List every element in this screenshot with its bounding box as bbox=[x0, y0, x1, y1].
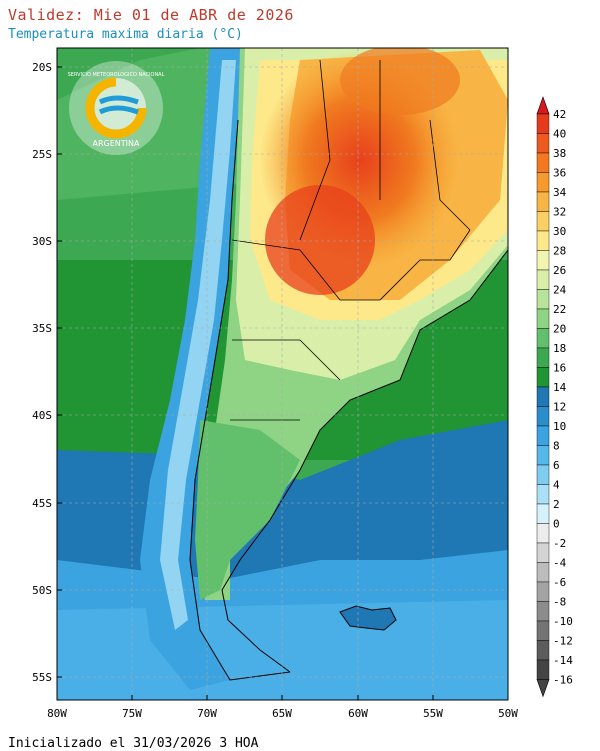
colorbar-label: 14 bbox=[553, 381, 567, 394]
colorbar-swatch bbox=[536, 367, 550, 388]
logo-top-text: SERVICIO METEOROLOGICO NACIONAL bbox=[68, 72, 165, 78]
ocean-polar bbox=[57, 600, 508, 700]
colorbar-label: -12 bbox=[553, 635, 573, 648]
graticule bbox=[57, 48, 508, 700]
colorbar-swatch bbox=[536, 230, 550, 251]
colorbar-label: -16 bbox=[553, 674, 573, 687]
colorbar-swatch bbox=[536, 386, 550, 407]
patagonia-land bbox=[195, 420, 300, 600]
smn-logo: SERVICIO METEOROLOGICO NACIONAL ARGENTIN… bbox=[68, 61, 165, 155]
lon-label: 70W bbox=[197, 707, 217, 720]
colorbar-label: 40 bbox=[553, 128, 566, 141]
coastline-east bbox=[221, 249, 508, 673]
lon-label: 80W bbox=[47, 707, 67, 720]
colorbar-swatch bbox=[536, 503, 550, 524]
colorbar-label: 32 bbox=[553, 206, 566, 219]
colorbar-label: 26 bbox=[553, 264, 566, 277]
colorbar-swatch bbox=[536, 640, 550, 661]
colorbar-swatch bbox=[536, 250, 550, 271]
map-panel bbox=[57, 48, 508, 700]
colorbar-swatch bbox=[536, 289, 550, 310]
colorbar-label: 22 bbox=[553, 303, 566, 316]
country-borders bbox=[230, 59, 471, 421]
lon-label: 65W bbox=[272, 707, 292, 720]
colorbar-label: -4 bbox=[553, 557, 567, 570]
colorbar-swatch bbox=[536, 152, 550, 173]
colorbar-swatch bbox=[536, 601, 550, 622]
colorbar-arrow-top bbox=[536, 96, 550, 115]
colorbar-label: 20 bbox=[553, 323, 566, 336]
colorbar-swatch bbox=[536, 191, 550, 212]
colorbar-label: 38 bbox=[553, 147, 566, 160]
colorbar-arrow-bottom bbox=[536, 679, 550, 698]
latitude-labels: 20S 25S 30S 35S 40S 45S 50S 55S bbox=[32, 61, 62, 684]
lon-label: 55W bbox=[423, 707, 443, 720]
coastline-west bbox=[189, 119, 291, 681]
init-footer: Inicializado el 31/03/2026 3 HOA bbox=[8, 736, 259, 751]
colorbar-label: 28 bbox=[553, 245, 566, 258]
colorbar-swatch bbox=[536, 542, 550, 563]
longitude-labels: 80W 75W 70W 65W 60W 55W 50W bbox=[47, 695, 518, 720]
colorbar-swatch bbox=[536, 425, 550, 446]
colorbar-label: 6 bbox=[553, 459, 560, 472]
heat-north bbox=[340, 48, 460, 115]
colorbar-label: 8 bbox=[553, 440, 560, 453]
lat-label: 50S bbox=[32, 584, 52, 597]
colorbar-swatch bbox=[536, 113, 550, 134]
logo-bottom-text: ARGENTINA bbox=[93, 139, 141, 148]
map-subtitle: Temperatura maxima diaria (°C) bbox=[8, 27, 243, 42]
colorbar-label: -8 bbox=[553, 596, 566, 609]
andes-snow bbox=[160, 60, 236, 630]
lat-label: 30S bbox=[32, 235, 52, 248]
colorbar-label: 18 bbox=[553, 342, 566, 355]
lon-label: 50W bbox=[498, 707, 518, 720]
lat-label: 40S bbox=[32, 409, 52, 422]
colorbar-swatch bbox=[536, 308, 550, 329]
colorbar-label: 30 bbox=[553, 225, 566, 238]
lat-label: 45S bbox=[32, 497, 52, 510]
colorbar: 424038363432302826242220181614121086420-… bbox=[536, 96, 573, 698]
lat-label: 20S bbox=[32, 61, 52, 74]
colorbar-label: 10 bbox=[553, 420, 566, 433]
lon-label: 60W bbox=[348, 707, 368, 720]
colorbar-swatch bbox=[536, 406, 550, 427]
colorbar-label: -14 bbox=[553, 654, 573, 667]
lon-label: 75W bbox=[122, 707, 142, 720]
colorbar-label: 36 bbox=[553, 167, 566, 180]
colorbar-swatch bbox=[536, 620, 550, 641]
colorbar-swatch bbox=[536, 133, 550, 154]
colorbar-swatch bbox=[536, 347, 550, 368]
lat-label: 35S bbox=[32, 322, 52, 335]
colorbar-swatch bbox=[536, 445, 550, 466]
colorbar-swatch bbox=[536, 172, 550, 193]
colorbar-swatch bbox=[536, 484, 550, 505]
province-borders bbox=[231, 229, 471, 301]
heat-max bbox=[265, 185, 375, 295]
colorbar-swatch bbox=[536, 659, 550, 680]
colorbar-swatch bbox=[536, 464, 550, 485]
colorbar-label: 24 bbox=[553, 284, 567, 297]
lat-label: 55S bbox=[32, 671, 52, 684]
colorbar-label: -2 bbox=[553, 537, 566, 550]
colorbar-label: -6 bbox=[553, 576, 566, 589]
colorbar-swatch bbox=[536, 211, 550, 232]
colorbar-label: -10 bbox=[553, 615, 573, 628]
colorbar-label: 42 bbox=[553, 108, 566, 121]
colorbar-swatch bbox=[536, 328, 550, 349]
colorbar-label: 4 bbox=[553, 479, 560, 492]
colorbar-label: 16 bbox=[553, 362, 566, 375]
malvinas-islands bbox=[339, 605, 397, 631]
colorbar-label: 34 bbox=[553, 186, 567, 199]
colorbar-label: 0 bbox=[553, 518, 560, 531]
colorbar-swatch bbox=[536, 562, 550, 583]
colorbar-label: 12 bbox=[553, 401, 566, 414]
colorbar-swatch bbox=[536, 269, 550, 290]
map-title: Validez: Mie 01 de ABR de 2026 bbox=[8, 6, 294, 24]
lat-label: 25S bbox=[32, 148, 52, 161]
colorbar-swatch bbox=[536, 581, 550, 602]
colorbar-label: 2 bbox=[553, 498, 560, 511]
colorbar-swatch bbox=[536, 523, 550, 544]
